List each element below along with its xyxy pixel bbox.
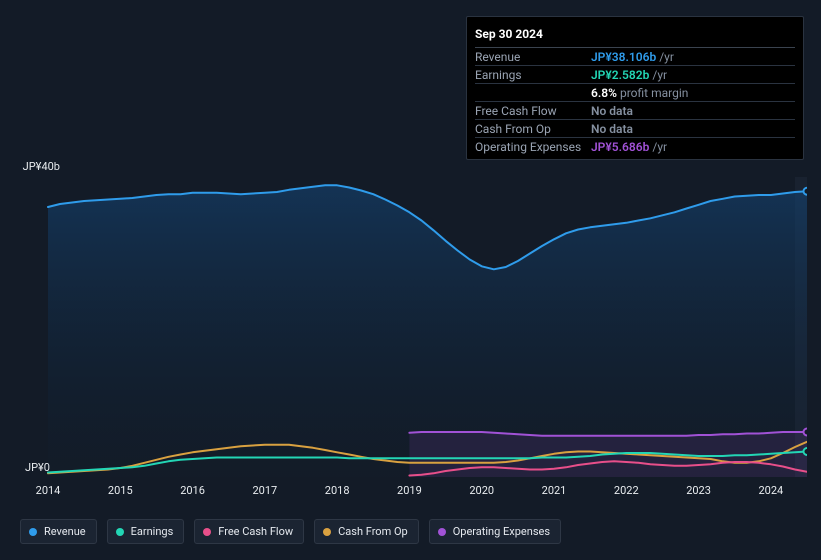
legend-swatch	[29, 528, 37, 536]
legend-swatch	[438, 528, 446, 536]
tooltip-row-value: 6.8%profit margin	[591, 86, 688, 100]
legend-swatch	[203, 528, 211, 536]
legend-item-free-cash-flow[interactable]: Free Cash Flow	[194, 519, 304, 544]
financials-chart	[14, 177, 807, 477]
legend-swatch	[116, 528, 124, 536]
x-tick: 2015	[108, 484, 133, 497]
tooltip-row-label: Revenue	[475, 50, 591, 64]
tooltip-row-value: No data	[591, 122, 633, 136]
earnings-end-marker	[804, 448, 808, 455]
y-tick-top: JP¥40b	[0, 160, 60, 173]
revenue-end-marker	[804, 188, 808, 195]
x-tick: 2022	[614, 484, 639, 497]
tooltip-row: RevenueJP¥38.106b/yr	[475, 48, 795, 66]
legend-label: Operating Expenses	[453, 525, 550, 538]
legend: Revenue Earnings Free Cash Flow Cash From O…	[20, 519, 561, 544]
legend-item-revenue[interactable]: Revenue	[20, 519, 97, 544]
x-tick: 2018	[325, 484, 350, 497]
tooltip-row: Operating ExpensesJP¥5.686b/yr	[475, 138, 795, 155]
x-tick: 2017	[252, 484, 277, 497]
tooltip-row: Free Cash FlowNo data	[475, 102, 795, 120]
tooltip-row-label: Free Cash Flow	[475, 104, 591, 118]
x-tick: 2024	[758, 484, 783, 497]
x-tick: 2016	[180, 484, 205, 497]
tooltip-row: Cash From OpNo data	[475, 120, 795, 138]
tooltip-row-label: Earnings	[475, 68, 591, 82]
tooltip-row-value: JP¥5.686b/yr	[591, 140, 667, 154]
x-tick: 2014	[36, 484, 61, 497]
legend-item-operating-expenses[interactable]: Operating Expenses	[429, 519, 561, 544]
tooltip-row-label: Operating Expenses	[475, 140, 591, 154]
tooltip-panel: Sep 30 2024 RevenueJP¥38.106b/yrEarnings…	[466, 16, 804, 160]
tooltip-row-value: No data	[591, 104, 633, 118]
tooltip-row-label: Cash From Op	[475, 122, 591, 136]
tooltip-row-value: JP¥38.106b/yr	[591, 50, 674, 64]
legend-label: Cash From Op	[338, 525, 408, 538]
tooltip-row: 6.8%profit margin	[475, 84, 795, 102]
x-tick: 2023	[686, 484, 711, 497]
tooltip-row-value: JP¥2.582b/yr	[591, 68, 667, 82]
tooltip-row-label	[475, 86, 591, 100]
legend-swatch	[323, 528, 331, 536]
legend-label: Free Cash Flow	[218, 525, 293, 538]
x-tick: 2020	[469, 484, 494, 497]
x-axis: 2014 2015 2016 2017 2018 2019 2020 2021 2022 2023…	[14, 484, 807, 500]
x-tick: 2019	[397, 484, 422, 497]
operating_expenses-end-marker	[804, 429, 808, 436]
tooltip-row: EarningsJP¥2.582b/yr	[475, 66, 795, 84]
legend-item-earnings[interactable]: Earnings	[107, 519, 185, 544]
tooltip-date: Sep 30 2024	[475, 23, 795, 48]
legend-label: Revenue	[44, 525, 86, 538]
x-tick: 2021	[542, 484, 567, 497]
legend-label: Earnings	[131, 525, 174, 538]
legend-item-cash-from-op[interactable]: Cash From Op	[314, 519, 419, 544]
